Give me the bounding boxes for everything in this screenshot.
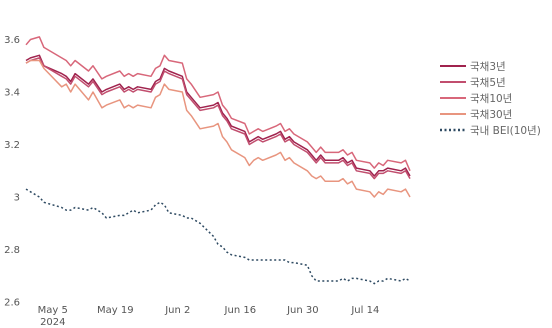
x-tick-label: Jun 30	[286, 305, 319, 316]
legend-label-1: 국채5년	[470, 77, 506, 89]
legend-label-4: 국내 BEI(10년)	[470, 125, 541, 137]
y-tick-label: 2.8	[4, 245, 20, 256]
x-tick-label: Jul 14	[350, 305, 379, 316]
x-tick-label: May 19	[97, 305, 134, 316]
x-tick-label: May 5	[38, 305, 68, 316]
series-line-3	[25, 59, 411, 198]
legend-label-0: 국채3년	[470, 61, 506, 73]
y-tick-label: 3.6	[4, 35, 20, 46]
series-line-2	[25, 36, 411, 172]
y-axis: 2.6 2.8 3 3.2 3.4 3.6	[4, 35, 20, 309]
y-tick-label: 2.6	[4, 298, 20, 309]
y-tick-label: 3	[14, 193, 20, 204]
series-line-1	[25, 57, 411, 180]
legend-label-2: 국채10년	[470, 93, 512, 105]
x-tick-label: Jun 16	[224, 305, 257, 316]
series-line-4	[25, 188, 411, 285]
y-tick-label: 3.2	[4, 140, 20, 151]
y-tick-label: 3.4	[4, 88, 20, 99]
series-line-0	[25, 54, 411, 177]
x-tick-sublabel: 2024	[40, 317, 65, 328]
plot-area	[25, 36, 411, 285]
x-tick-label: Jun 2	[164, 305, 190, 316]
legend-label-3: 국채30년	[470, 109, 512, 121]
